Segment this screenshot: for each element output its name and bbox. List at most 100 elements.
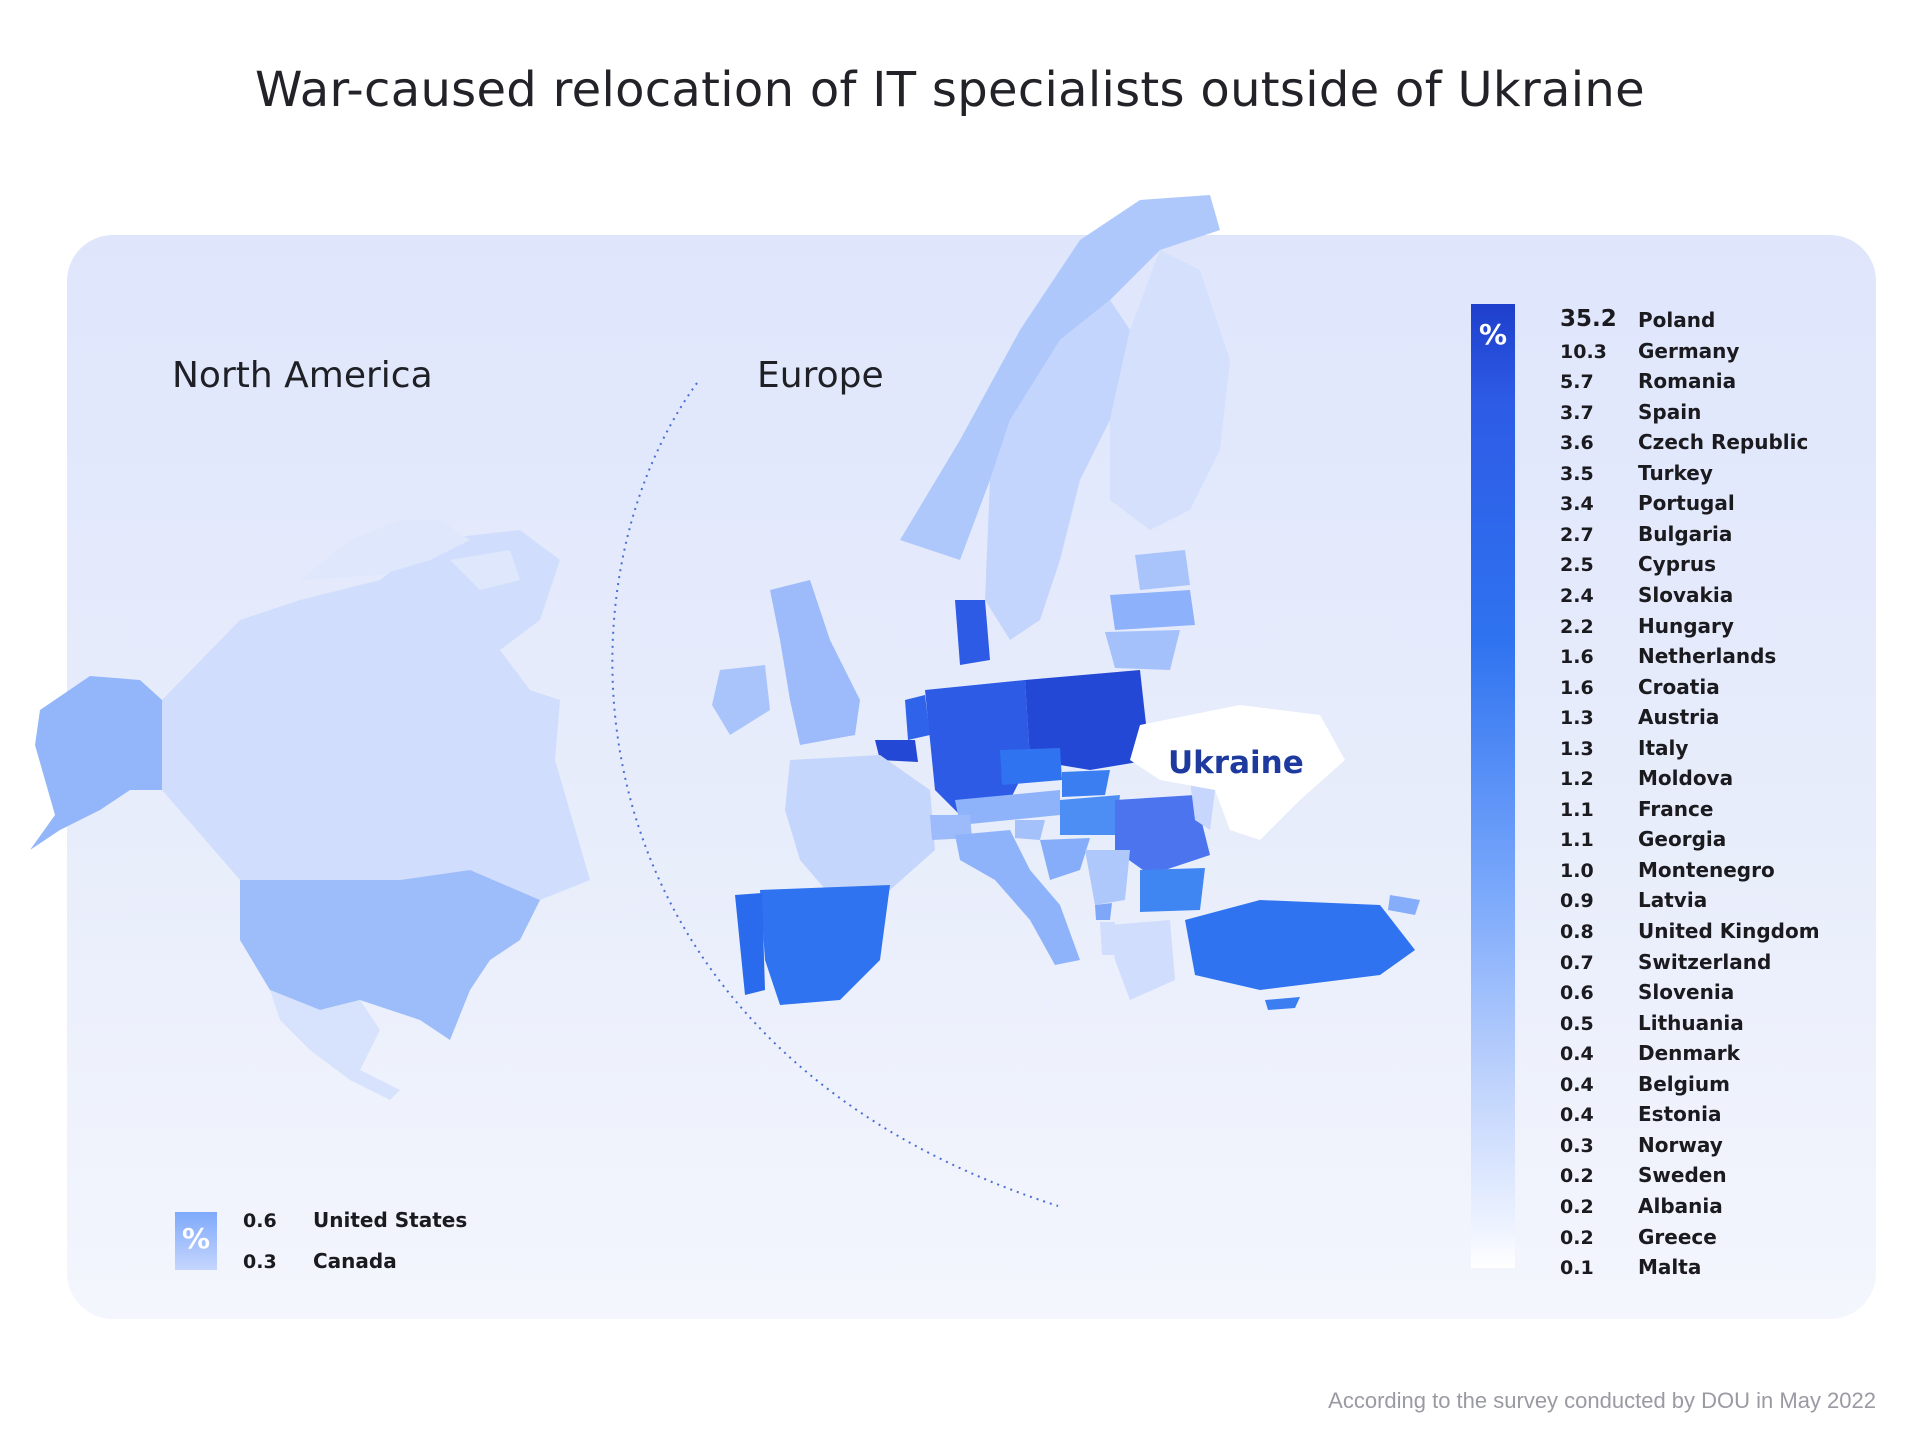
legend-value: 1.3 (1560, 707, 1594, 730)
country-spain (760, 885, 890, 1005)
legend-value: 1.1 (1560, 829, 1594, 852)
legend-row: 2.2 Hungary (1560, 614, 1860, 646)
country-norway (900, 195, 1220, 560)
legend-row: 1.3 Italy (1560, 735, 1860, 768)
canada-islands (300, 520, 520, 590)
north-america-legend-color-scale (175, 1212, 217, 1270)
legend-country: Romania (1638, 369, 1737, 394)
legend-country: Austria (1638, 705, 1720, 730)
legend-value: 1.6 (1560, 676, 1594, 699)
north-america-map (30, 520, 590, 1100)
country-greece (1110, 920, 1175, 1000)
legend-row: 1.1 France (1560, 796, 1860, 829)
legend-country: Portugal (1638, 491, 1735, 516)
country-canada (162, 530, 590, 900)
legend-country: Montenegro (1638, 857, 1775, 882)
country-bulgaria (1140, 868, 1205, 912)
legend-country: France (1638, 796, 1714, 821)
country-france (785, 755, 935, 895)
legend-row: 1.0 Montenegro (1560, 857, 1860, 890)
country-alaska (30, 676, 162, 850)
europe-map (712, 195, 1420, 1010)
legend-value: 10.3 (1560, 340, 1607, 363)
country-moldova (1190, 780, 1215, 830)
legend-row: 0.6 United States (243, 1208, 543, 1240)
legend-value: 3.6 (1560, 432, 1594, 455)
legend-row: 1.6 Croatia (1560, 674, 1860, 707)
country-latvia (1110, 590, 1195, 630)
source-footnote: According to the survey conducted by DOU… (1328, 1388, 1876, 1413)
legend-row: 0.7 Switzerland (1560, 950, 1860, 982)
region-label-europe: Europe (757, 355, 884, 396)
legend-row: 2.5 Cyprus (1560, 552, 1860, 584)
country-croatia (1040, 838, 1090, 880)
legend-row: 3.7 Spain (1560, 400, 1860, 432)
legend-country: Sweden (1638, 1163, 1727, 1188)
legend-value: 0.4 (1560, 1104, 1594, 1127)
legend-row: 1.3 Austria (1560, 705, 1860, 737)
legend-value: 0.9 (1560, 890, 1594, 913)
country-austria (955, 790, 1060, 825)
legend-row: 2.7 Bulgaria (1560, 521, 1860, 554)
legend-value: 1.1 (1560, 798, 1594, 821)
legend-row: 0.8 United Kingdom (1560, 919, 1860, 951)
country-denmark (955, 600, 990, 665)
legend-value: 0.7 (1560, 951, 1594, 974)
country-lithuania (1105, 630, 1180, 670)
country-poland (1025, 670, 1150, 770)
country-mexico (270, 990, 400, 1100)
legend-row: 5.7 Romania (1560, 369, 1860, 401)
legend-country: Estonia (1638, 1102, 1722, 1127)
legend-row: 0.1 Malta (1560, 1255, 1860, 1287)
legend-country: Cyprus (1638, 552, 1717, 577)
north-america-legend-percent-icon: % (181, 1222, 211, 1255)
legend-country: Georgia (1638, 827, 1727, 852)
legend-country: Malta (1638, 1255, 1702, 1280)
legend-country: Albania (1638, 1193, 1723, 1218)
legend-row: 3.5 Turkey (1560, 461, 1860, 493)
legend-value: 0.4 (1560, 1043, 1594, 1066)
ukraine-label: Ukraine (1168, 745, 1304, 781)
country-italy (955, 830, 1080, 965)
country-montenegro (1095, 903, 1112, 920)
legend-row: 0.2 Greece (1560, 1225, 1860, 1257)
legend-row: 0.4 Denmark (1560, 1041, 1860, 1073)
legend-value: 3.4 (1560, 493, 1594, 516)
country-portugal (735, 893, 765, 995)
legend-country: Moldova (1638, 766, 1734, 791)
europe-legend-color-scale (1471, 304, 1515, 1268)
legend-value: 0.2 (1560, 1226, 1594, 1249)
country-ukraine (1130, 705, 1345, 840)
country-malta (1043, 1000, 1050, 1007)
country-ireland (712, 665, 770, 735)
legend-country: Slovenia (1638, 980, 1735, 1005)
legend-row: 35.2 Poland (1560, 306, 1860, 340)
country-cyprus (1265, 997, 1300, 1010)
legend-country: Italy (1638, 735, 1689, 760)
legend-row: 0.3 Norway (1560, 1133, 1860, 1165)
legend-country: Croatia (1638, 674, 1720, 699)
legend-value: 1.0 (1560, 859, 1594, 882)
legend-row: 1.6 Netherlands (1560, 644, 1860, 676)
legend-value: 0.6 (1560, 982, 1594, 1005)
legend-value: 0.5 (1560, 1012, 1594, 1035)
legend-row: 0.5 Lithuania (1560, 1011, 1860, 1043)
legend-country: Canada (313, 1249, 397, 1273)
legend-row: 1.1 Georgia (1560, 827, 1860, 859)
legend-country: Bulgaria (1638, 521, 1733, 546)
country-georgia (1388, 895, 1420, 915)
legend-row: 0.3 Canada (243, 1249, 543, 1281)
legend-value: 0.4 (1560, 1073, 1594, 1096)
legend-row: 2.4 Slovakia (1560, 583, 1860, 615)
legend-row: 0.2 Albania (1560, 1193, 1860, 1226)
country-balkans (1085, 850, 1130, 905)
legend-value: 0.1 (1560, 1257, 1594, 1280)
legend-value: 2.2 (1560, 615, 1594, 638)
legend-row: 0.4 Belgium (1560, 1071, 1860, 1104)
legend-country: United States (313, 1208, 468, 1232)
legend-value: 1.3 (1560, 737, 1594, 760)
legend-country: Czech Republic (1638, 430, 1809, 455)
legend-country: Belgium (1638, 1071, 1730, 1096)
legend-country: Poland (1638, 308, 1716, 332)
